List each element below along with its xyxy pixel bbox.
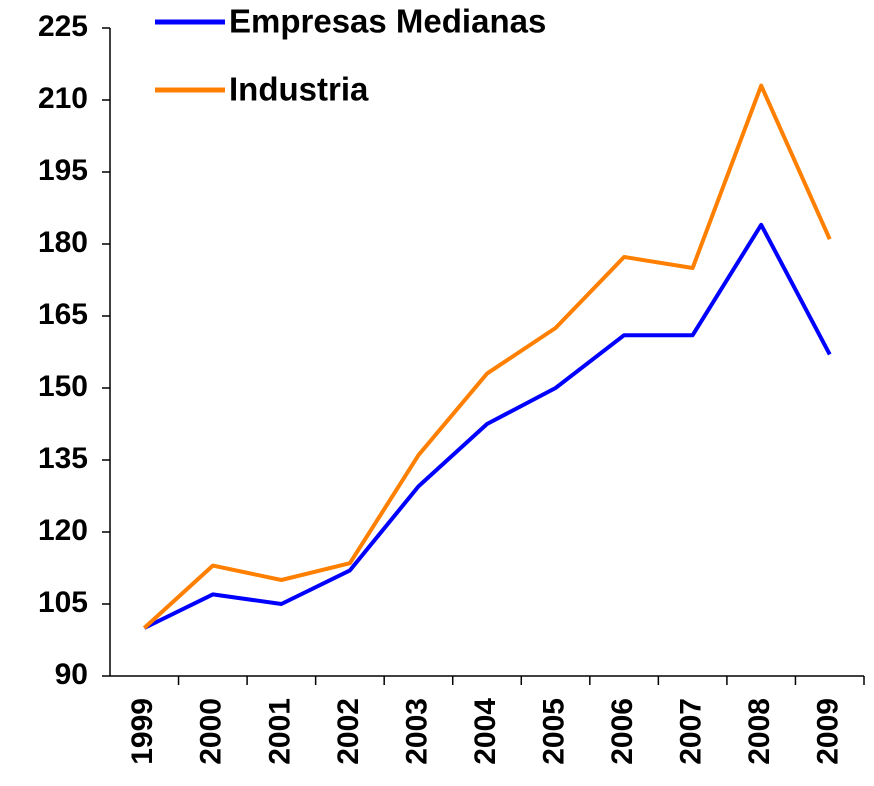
x-tick-label: 2002 [332,698,365,765]
y-tick-label: 135 [38,442,88,475]
series-line [143,222,832,630]
x-tick-label: 2004 [469,698,502,765]
y-tick-label: 105 [38,586,88,619]
legend-label: Empresas Medianas [229,3,546,40]
y-tick-label: 225 [38,10,88,43]
y-tick-label: 165 [38,298,88,331]
y-tick-label: 120 [38,514,88,547]
x-tick-label: 2008 [743,698,776,765]
y-tick-label: 195 [38,154,88,187]
y-tick-label: 150 [38,370,88,403]
legend-label: Industria [229,71,369,108]
x-tick-label: 1999 [126,698,159,765]
x-tick-label: 2006 [606,698,639,765]
x-tick-label: 2000 [195,698,228,765]
y-tick-label: 90 [55,658,88,691]
x-tick-label: 2001 [263,698,296,765]
y-tick-label: 180 [38,226,88,259]
x-tick-label: 2005 [537,698,570,765]
y-tick-label: 210 [38,82,88,115]
x-tick-label: 2009 [812,698,845,765]
x-tick-label: 2003 [400,698,433,765]
x-tick-label: 2007 [675,698,708,765]
series-line [142,83,832,630]
